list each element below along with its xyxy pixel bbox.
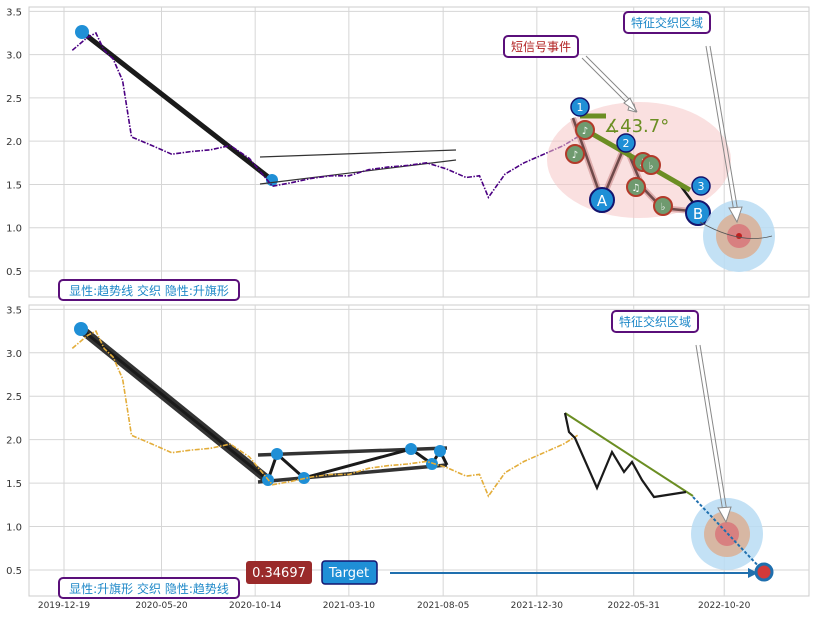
- zone-callout-box: [623, 11, 711, 34]
- note-marker-glyph: ♪: [572, 150, 578, 161]
- bottom-y-axis: 0.5 1.0 1.5 2.0 2.5 3.0 3.5: [6, 305, 22, 577]
- event-callout-text: 短信号事件: [511, 40, 571, 54]
- y-tick-label: 3.5: [6, 305, 22, 316]
- y-tick-label: 1.5: [6, 180, 22, 191]
- y-tick-label: 2.5: [6, 94, 22, 105]
- note-marker: [641, 155, 661, 175]
- x-tick-label: 2022-10-20: [698, 601, 751, 611]
- y-tick-label: 1.0: [6, 224, 22, 235]
- x-axis: 2019-12-19 2020-05-20 2020-10-14 2021-03-10…: [38, 601, 751, 611]
- y-tick-label: 3.0: [6, 349, 22, 360]
- top-trend-start-marker: [75, 25, 89, 39]
- flag-point-6: [434, 445, 446, 457]
- target-arrow-head: [748, 568, 758, 578]
- flag-point-4: [405, 443, 417, 455]
- point-b-label: B: [693, 205, 703, 223]
- top-channel-upper: [259, 149, 457, 158]
- x-tick-label: 2021-08-05: [417, 601, 469, 611]
- point-2-label: 2: [623, 137, 630, 150]
- point-b-marker: [685, 200, 711, 226]
- bottom-grid: [29, 305, 809, 596]
- bottom-panel: 0.5 1.0 1.5 2.0 2.5 3.0 3.5 2019-12-19 2020-05-…: [6, 304, 810, 611]
- bottom-trend-start-marker: [74, 322, 88, 336]
- bottom-wedge-zigzag: [563, 412, 687, 499]
- note-marker-glyph: ♪: [582, 126, 588, 137]
- note-marker-glyph: ♭: [661, 202, 666, 213]
- top-main-trendline: [79, 29, 275, 183]
- y-tick-label: 2.5: [6, 392, 22, 403]
- note-marker: [565, 144, 585, 164]
- y-tick-label: 3.0: [6, 51, 22, 62]
- flag-point-2: [271, 448, 283, 460]
- flag-point-5: [426, 458, 438, 470]
- y-tick-label: 0.5: [6, 566, 22, 577]
- x-tick-label: 2020-10-14: [229, 601, 282, 611]
- x-tick-label: 2022-05-31: [608, 601, 660, 611]
- y-tick-label: 2.0: [6, 137, 22, 148]
- bottom-status-text: 显性:升旗形 交织 隐性:趋势线: [69, 581, 229, 596]
- note-marker: [653, 196, 673, 216]
- point-a-marker: [589, 187, 615, 213]
- value-badge: [246, 561, 312, 584]
- top-panel: 0.51.01.52.02.53.03.5 ∡43.7° ♪♪♫♫♭♭ 1 2 …: [6, 6, 810, 301]
- x-tick-label: 2021-03-10: [323, 601, 376, 611]
- bottom-zone-callout-arrow: [695, 344, 728, 513]
- bottom-status-box: [58, 577, 240, 599]
- y-tick-label: 2.0: [6, 436, 22, 447]
- top-target-curve: [699, 221, 773, 239]
- y-tick-label: 1.0: [6, 523, 22, 534]
- y-tick-label: 0.5: [6, 267, 22, 278]
- top-target-zone-dot: [736, 233, 742, 239]
- bottom-zone-callout-text: 特征交织区域: [619, 314, 691, 329]
- point-a-label: A: [597, 192, 608, 210]
- top-price-line: [71, 31, 579, 200]
- target-marker: [754, 562, 774, 582]
- bottom-wedge-green: [564, 412, 694, 497]
- point-3-marker: [691, 176, 711, 196]
- note-marker: [575, 120, 595, 140]
- bottom-main-trendline-core: [80, 327, 269, 482]
- top-y-axis: 0.5 1.0 1.5 2.0 2.5 3.0 3.5: [6, 7, 22, 278]
- event-callout-arrowhead: [623, 97, 638, 113]
- bottom-zone-callout-arrowhead: [717, 506, 732, 524]
- zone-callout-arrow: [705, 45, 739, 213]
- note-marker: [626, 177, 646, 197]
- point-2-marker: [616, 133, 636, 153]
- target-badge: [321, 560, 378, 585]
- point-1-label: 1: [577, 101, 584, 114]
- top-status-text: 显性:趋势线 交织 隐性:升旗形: [69, 283, 229, 298]
- note-marker-glyph: ♫: [632, 183, 641, 194]
- event-callout-box: [503, 35, 579, 58]
- bottom-zone-callout-box: [611, 310, 699, 333]
- y-tick-label: 1.5: [6, 479, 22, 490]
- note-markers: ♪♪♫♫♭♭: [565, 120, 673, 216]
- note-marker-glyph: ♭: [649, 161, 654, 172]
- point-3-label: 3: [698, 180, 705, 193]
- y-tick-label: 3.5: [6, 7, 22, 18]
- projection-line: [692, 496, 765, 573]
- bottom-price-line: [71, 330, 579, 498]
- target-badge-text: Target: [328, 566, 369, 581]
- zone-callout-text: 特征交织区域: [631, 15, 703, 30]
- zone-callout-arrowhead: [728, 206, 743, 224]
- point-1-marker: [570, 97, 590, 117]
- value-badge-text: 0.34697: [252, 566, 306, 581]
- top-status-box: [58, 279, 240, 301]
- x-tick-label: 2020-05-20: [135, 601, 188, 611]
- angle-label: ∡43.7°: [604, 116, 669, 137]
- x-tick-label: 2021-12-30: [511, 601, 564, 611]
- x-tick-label: 2019-12-19: [38, 601, 91, 611]
